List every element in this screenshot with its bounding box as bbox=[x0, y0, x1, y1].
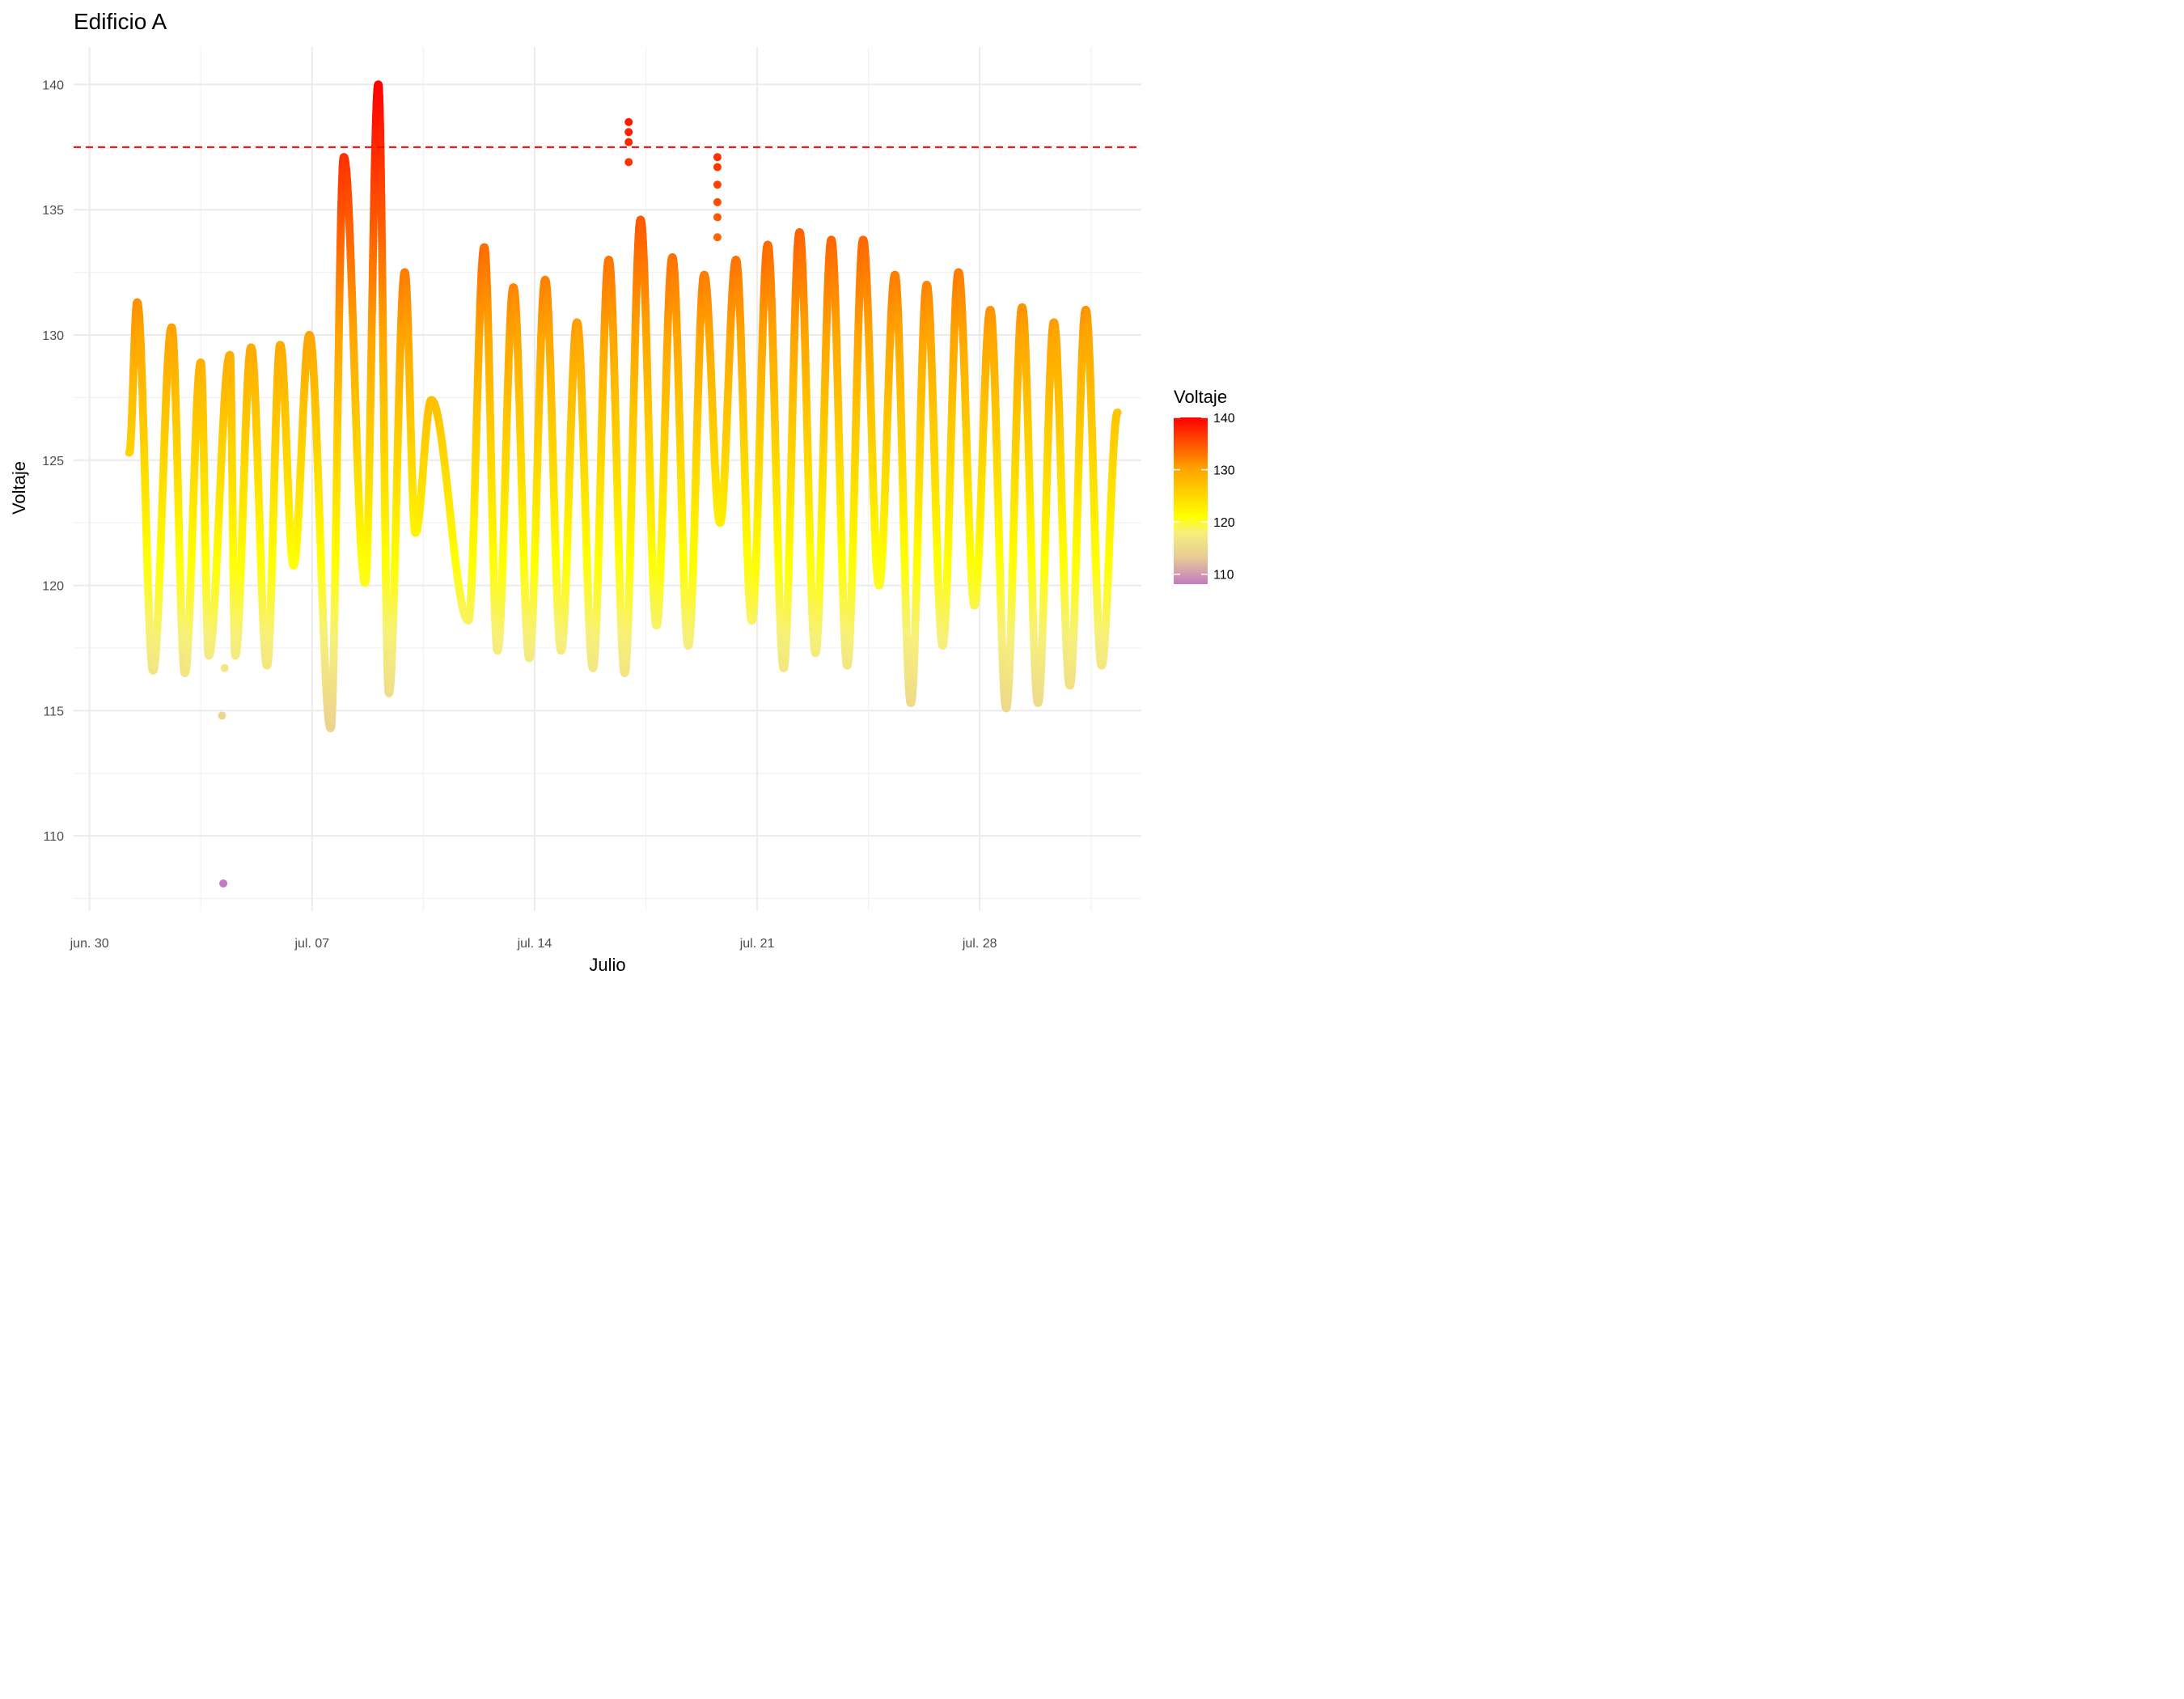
minor-gridlines bbox=[74, 47, 1141, 911]
data-points bbox=[125, 80, 1122, 732]
chart-title: Edificio A bbox=[74, 9, 167, 34]
